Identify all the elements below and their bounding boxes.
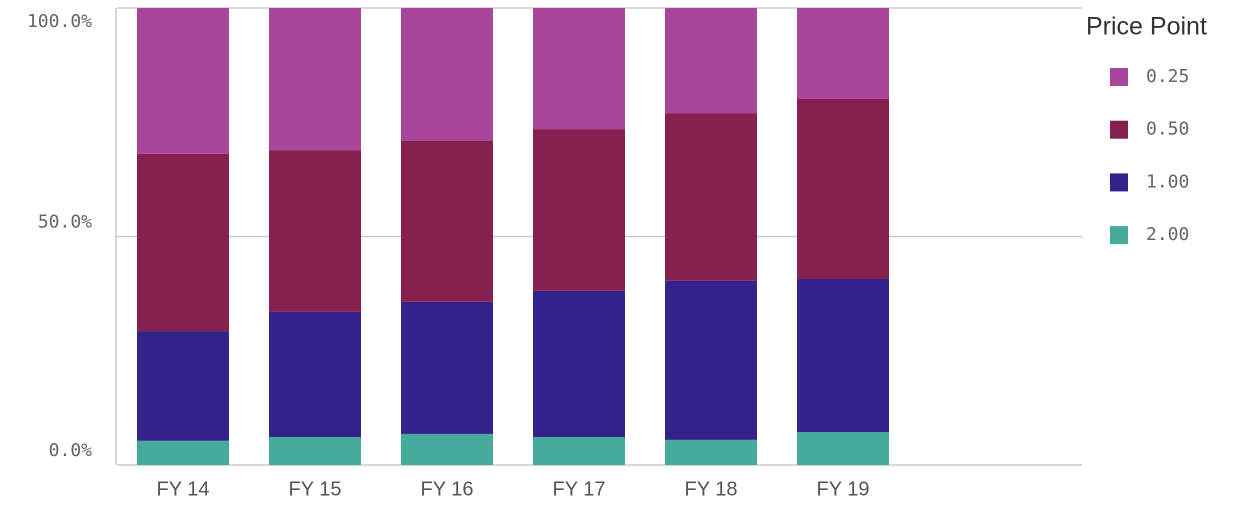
bar-segment	[797, 279, 889, 433]
x-tick-label: FY 17	[553, 478, 606, 500]
bar-segment	[137, 331, 229, 441]
bar-segment	[533, 437, 625, 465]
x-tick-label: FY 15	[289, 478, 342, 500]
bar-segment	[533, 8, 625, 130]
bar-segment	[137, 440, 229, 465]
bar-segment	[665, 439, 757, 465]
bar-segment	[665, 8, 757, 114]
legend-swatch	[1110, 226, 1128, 245]
bar-segment	[797, 432, 889, 465]
x-tick-label: FY 18	[685, 478, 738, 500]
x-tick-label: FY 14	[157, 478, 210, 500]
legend-label: 2.00	[1146, 224, 1189, 245]
bar-segment	[797, 98, 889, 280]
bar-segment	[665, 113, 757, 281]
x-tick-label: FY 19	[817, 478, 870, 500]
legend-swatch	[1110, 120, 1128, 139]
legend-label: 1.00	[1146, 171, 1189, 192]
bar-segment	[401, 301, 493, 434]
x-tick-label: FY 16	[421, 478, 474, 500]
bar-segment	[269, 437, 361, 465]
bar-segment	[401, 140, 493, 302]
legend-label: 0.50	[1146, 119, 1189, 140]
legend-label: 0.25	[1146, 66, 1189, 87]
bar-segment	[797, 8, 889, 99]
bar-segment	[269, 150, 361, 312]
y-tick-label: 100.0%	[27, 11, 92, 32]
bar-segment	[269, 8, 361, 151]
y-tick-label: 0.0%	[49, 440, 93, 461]
y-tick-label: 50.0%	[38, 212, 92, 233]
bar-segment	[137, 153, 229, 332]
bar-segment	[665, 280, 757, 440]
legend-title: Price Point	[1086, 13, 1207, 41]
bar-segment	[137, 8, 229, 154]
bar-segment	[269, 311, 361, 438]
legend-swatch	[1110, 173, 1128, 192]
bar-segment	[533, 290, 625, 438]
bar-segment	[401, 433, 493, 465]
bar-segment	[401, 8, 493, 141]
bar-segment	[533, 129, 625, 291]
legend-swatch	[1110, 68, 1128, 86]
